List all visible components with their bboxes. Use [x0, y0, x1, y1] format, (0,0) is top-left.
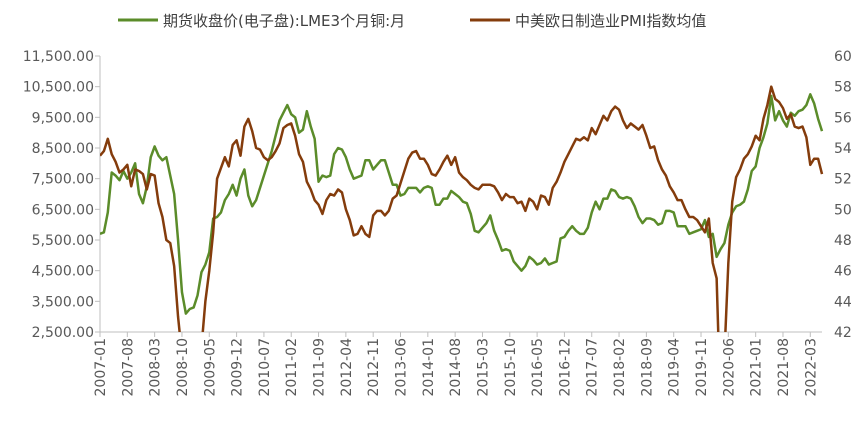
legend-label-copper: 期货收盘价(电子盘):LME3个月铜:月: [163, 12, 405, 30]
y-left-tick-label: 11,500.00: [23, 49, 94, 65]
x-tick-label: 2014-08: [448, 338, 464, 397]
x-tick-label: 2012-04: [339, 338, 355, 397]
legend-label-pmi: 中美欧日制造业PMI指数均值: [515, 12, 706, 30]
y-left-tick-label: 4,500.00: [32, 264, 94, 280]
y-right-tick-label: 60: [834, 49, 852, 65]
x-tick-label: 2016-12: [557, 338, 573, 397]
x-tick-label: 2021-01: [749, 338, 765, 397]
x-tick-label: 2015-03: [475, 338, 491, 397]
x-tick-label: 2011-09: [312, 338, 328, 397]
x-tick-label: 2019-11: [694, 338, 710, 397]
y-left-tick-label: 10,500.00: [23, 80, 94, 96]
legend: 期货收盘价(电子盘):LME3个月铜:月 中美欧日制造业PMI指数均值: [118, 12, 706, 30]
y-left-tick-label: 3,500.00: [32, 294, 94, 310]
y-right-tick-label: 54: [834, 141, 852, 157]
y-right-tick-label: 44: [834, 294, 852, 310]
y-left-tick-label: 6,500.00: [32, 202, 94, 218]
series-lines: [100, 85, 824, 332]
x-tick-label: 2014-01: [421, 338, 437, 397]
x-tick-label: 2007-08: [120, 338, 136, 397]
x-tick-label: 2017-07: [585, 338, 601, 397]
x-tick-label: 2007-01: [93, 338, 109, 397]
y-right-tick-label: 46: [834, 264, 852, 280]
x-tick-label: 2013-06: [394, 338, 410, 397]
x-tick-label: 2019-04: [667, 338, 683, 397]
x-tick-label: 2018-02: [612, 338, 628, 397]
y-right-tick-label: 48: [834, 233, 852, 249]
x-tick-label: 2008-10: [175, 338, 191, 397]
x-tick-label: 2020-06: [721, 338, 737, 397]
x-tick-label: 2018-09: [639, 338, 655, 397]
x-tick-label: 2011-02: [284, 338, 300, 397]
x-tick-label: 2021-08: [776, 338, 792, 397]
x-tick-label: 2009-05: [202, 338, 218, 397]
y-left-tick-label: 2,500.00: [32, 325, 94, 341]
y-left-tick-label: 7,500.00: [32, 172, 94, 188]
x-tick-label: 2010-07: [257, 338, 273, 397]
y-right-tick-label: 56: [834, 110, 852, 126]
x-tick-label: 2016-05: [530, 338, 546, 397]
x-tick-label: 2008-03: [148, 338, 164, 397]
y-left-tick-label: 5,500.00: [32, 233, 94, 249]
x-tick-label: 2009-12: [230, 338, 246, 397]
x-tick-label: 2012-11: [366, 338, 382, 397]
y-left-tick-label: 9,500.00: [32, 110, 94, 126]
pmi-average-line: [100, 85, 824, 332]
y-right-tick-label: 58: [834, 80, 852, 96]
y-right-tick-label: 52: [834, 172, 852, 188]
y-right-tick-label: 50: [834, 202, 852, 218]
x-tick-label: 2022-03: [803, 338, 819, 397]
y-right-tick-label: 42: [834, 325, 852, 341]
axes: 2,500.00 3,500.00 4,500.00 5,500.00 6,500.00…: [23, 49, 852, 397]
y-left-tick-label: 8,500.00: [32, 141, 94, 157]
x-tick-label: 2015-10: [503, 338, 519, 397]
